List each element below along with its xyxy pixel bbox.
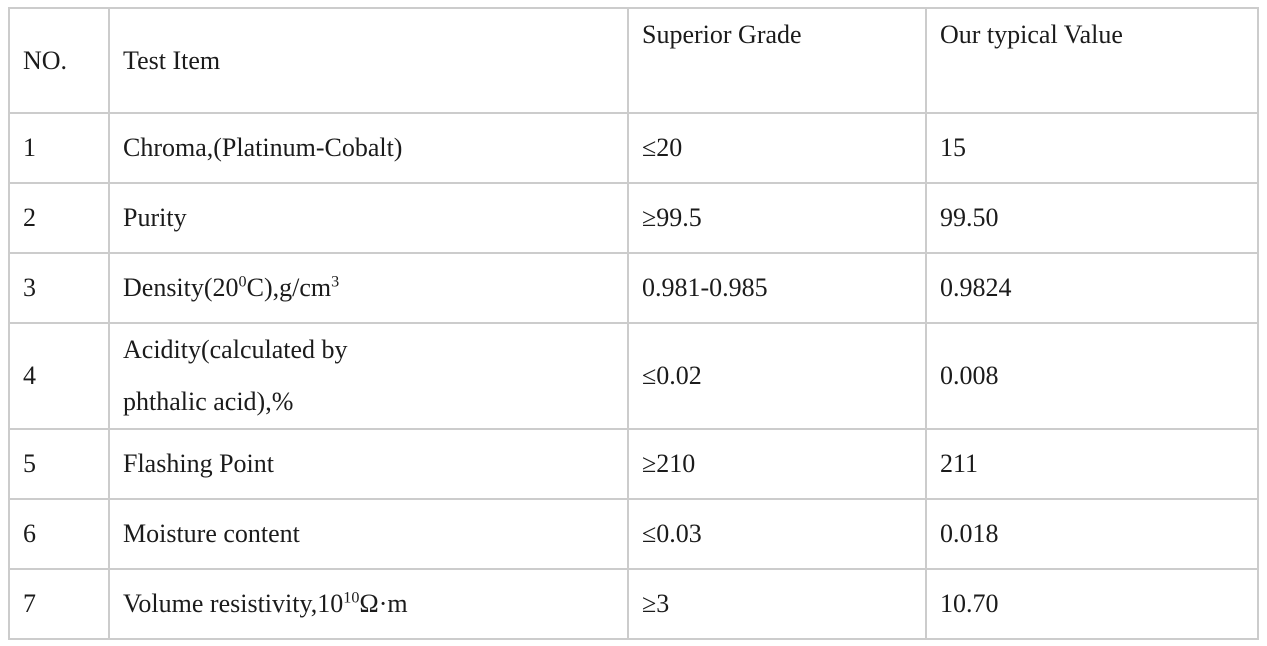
cell-test-item: Density(200C),g/cm3 bbox=[108, 252, 629, 324]
cell-no: 4 bbox=[8, 322, 110, 430]
cell-no: 1 bbox=[8, 112, 110, 184]
cell-text: C),g/cm bbox=[246, 273, 332, 302]
cell-no: 2 bbox=[8, 182, 110, 254]
cell-text: Acidity(calculated by bbox=[123, 335, 348, 364]
cell-text: 0.9824 bbox=[940, 273, 1012, 302]
cell-test-item: Volume resistivity,1010Ω·m bbox=[108, 568, 629, 640]
cell-text: Flashing Point bbox=[123, 449, 274, 478]
superscript-text: 3 bbox=[331, 273, 340, 291]
table-header-row: NO. Test Item Superior Grade Our typical… bbox=[8, 7, 1259, 114]
cell-superior-grade: ≥3 bbox=[627, 568, 927, 640]
cell-text: 15 bbox=[940, 133, 966, 162]
cell-text: 5 bbox=[23, 449, 36, 478]
table-body: 1 Chroma,(Platinum-Cobalt) ≤20 15 2 Purity ≥99… bbox=[8, 112, 1259, 640]
cell-text: ≤0.02 bbox=[642, 361, 702, 390]
cell-test-item: Acidity(calculated by phthalic acid),% bbox=[108, 322, 629, 430]
cell-text: phthalic acid),% bbox=[123, 387, 294, 416]
table-row: 1 Chroma,(Platinum-Cobalt) ≤20 15 bbox=[8, 112, 1259, 184]
cell-text: Moisture content bbox=[123, 519, 300, 548]
cell-typical-value: 0.008 bbox=[925, 322, 1259, 430]
superscript-text: 10 bbox=[343, 589, 360, 607]
table-row: 7 Volume resistivity,1010Ω·m ≥3 10.70 bbox=[8, 568, 1259, 640]
cell-no: 6 bbox=[8, 498, 110, 570]
table-row: 3 Density(200C),g/cm3 0.981-0.985 0.9824 bbox=[8, 252, 1259, 324]
cell-superior-grade: ≥210 bbox=[627, 428, 927, 500]
cell-text: 4 bbox=[23, 361, 36, 390]
table-row: 5 Flashing Point ≥210 211 bbox=[8, 428, 1259, 500]
cell-typical-value: 15 bbox=[925, 112, 1259, 184]
header-no: NO. bbox=[8, 7, 110, 114]
cell-text: 6 bbox=[23, 519, 36, 548]
cell-text: 7 bbox=[23, 589, 36, 618]
cell-text: 0.981-0.985 bbox=[642, 273, 768, 302]
cell-superior-grade: ≥99.5 bbox=[627, 182, 927, 254]
cell-text: Chroma,(Platinum-Cobalt) bbox=[123, 133, 403, 162]
cell-typical-value: 0.9824 bbox=[925, 252, 1259, 324]
superscript-text: 0 bbox=[238, 273, 247, 291]
cell-no: 5 bbox=[8, 428, 110, 500]
cell-test-item: Purity bbox=[108, 182, 629, 254]
cell-superior-grade: ≤20 bbox=[627, 112, 927, 184]
cell-superior-grade: 0.981-0.985 bbox=[627, 252, 927, 324]
cell-superior-grade: ≤0.03 bbox=[627, 498, 927, 570]
cell-text: ≤20 bbox=[642, 133, 683, 162]
cell-text: ≥99.5 bbox=[642, 203, 702, 232]
cell-text: Ω·m bbox=[359, 589, 408, 618]
cell-text: Density(20 bbox=[123, 273, 239, 302]
cell-text: 0.018 bbox=[940, 519, 999, 548]
table-row: 6 Moisture content ≤0.03 0.018 bbox=[8, 498, 1259, 570]
cell-text: 3 bbox=[23, 273, 36, 302]
cell-text: Volume resistivity,10 bbox=[123, 589, 344, 618]
cell-text: 1 bbox=[23, 133, 36, 162]
cell-text: Purity bbox=[123, 203, 187, 232]
cell-typical-value: 10.70 bbox=[925, 568, 1259, 640]
cell-no: 3 bbox=[8, 252, 110, 324]
cell-test-item: Chroma,(Platinum-Cobalt) bbox=[108, 112, 629, 184]
cell-test-item: Moisture content bbox=[108, 498, 629, 570]
cell-text: 2 bbox=[23, 203, 36, 232]
cell-test-item: Flashing Point bbox=[108, 428, 629, 500]
cell-text: ≥210 bbox=[642, 449, 696, 478]
cell-typical-value: 211 bbox=[925, 428, 1259, 500]
table-row: 2 Purity ≥99.5 99.50 bbox=[8, 182, 1259, 254]
table-row: 4 Acidity(calculated by phthalic acid),% ≤0… bbox=[8, 322, 1259, 430]
cell-no: 7 bbox=[8, 568, 110, 640]
header-typical-value: Our typical Value bbox=[925, 7, 1259, 114]
header-superior-grade: Superior Grade bbox=[627, 7, 927, 114]
cell-typical-value: 99.50 bbox=[925, 182, 1259, 254]
cell-text: 10.70 bbox=[940, 589, 999, 618]
cell-text: 99.50 bbox=[940, 203, 999, 232]
cell-text: ≤0.03 bbox=[642, 519, 702, 548]
cell-typical-value: 0.018 bbox=[925, 498, 1259, 570]
cell-text: 0.008 bbox=[940, 361, 999, 390]
cell-text: ≥3 bbox=[642, 589, 670, 618]
cell-text: 211 bbox=[940, 449, 979, 478]
cell-superior-grade: ≤0.02 bbox=[627, 322, 927, 430]
header-test-item: Test Item bbox=[108, 7, 629, 114]
spec-table: NO. Test Item Superior Grade Our typical… bbox=[8, 7, 1259, 640]
